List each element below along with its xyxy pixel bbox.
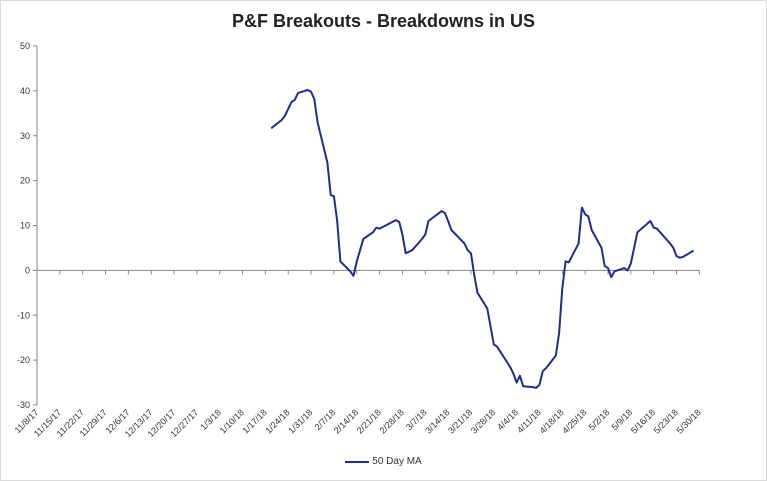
x-tick-label: 3/28/18 <box>469 407 497 435</box>
x-tick-label: 3/21/18 <box>446 407 474 435</box>
x-tick-label: 2/21/18 <box>355 407 383 435</box>
y-tick-label: 50 <box>20 41 30 51</box>
series-line-50-day-ma <box>270 89 694 389</box>
x-tick-label: 2/28/18 <box>378 407 406 435</box>
y-tick-label: 30 <box>20 131 30 141</box>
x-tick-label: 1/17/18 <box>241 407 269 435</box>
chart-title: P&F Breakouts - Breakdowns in US <box>231 11 536 31</box>
x-tick-label: 4/25/18 <box>560 407 588 435</box>
x-tick-label: 1/31/18 <box>286 407 314 435</box>
y-tick-label: 0 <box>25 265 30 275</box>
x-tick-label: 2/14/18 <box>332 407 360 435</box>
x-tick-label: 3/14/18 <box>423 407 451 435</box>
x-tick-label: 1/10/18 <box>218 407 246 435</box>
x-tick-label: 5/30/18 <box>674 407 702 435</box>
y-tick-label: -10 <box>17 310 30 320</box>
y-tick-label: 20 <box>20 176 30 186</box>
legend-line-key <box>345 460 370 463</box>
x-tick-label: 5/2/18 <box>587 407 612 432</box>
x-tick-label: 1/24/18 <box>263 407 291 435</box>
x-tick-label: 5/16/18 <box>629 407 657 435</box>
y-tick-label: 10 <box>20 221 30 231</box>
legend-label: 50 Day MA <box>372 456 422 467</box>
x-tick-label: 4/18/18 <box>537 407 565 435</box>
y-tick-label: -30 <box>17 400 30 410</box>
y-tick-label: 40 <box>20 86 30 96</box>
x-tick-label: 5/23/18 <box>652 407 680 435</box>
legend: 50 Day MA <box>0 456 767 467</box>
y-tick-label: -20 <box>17 355 30 365</box>
